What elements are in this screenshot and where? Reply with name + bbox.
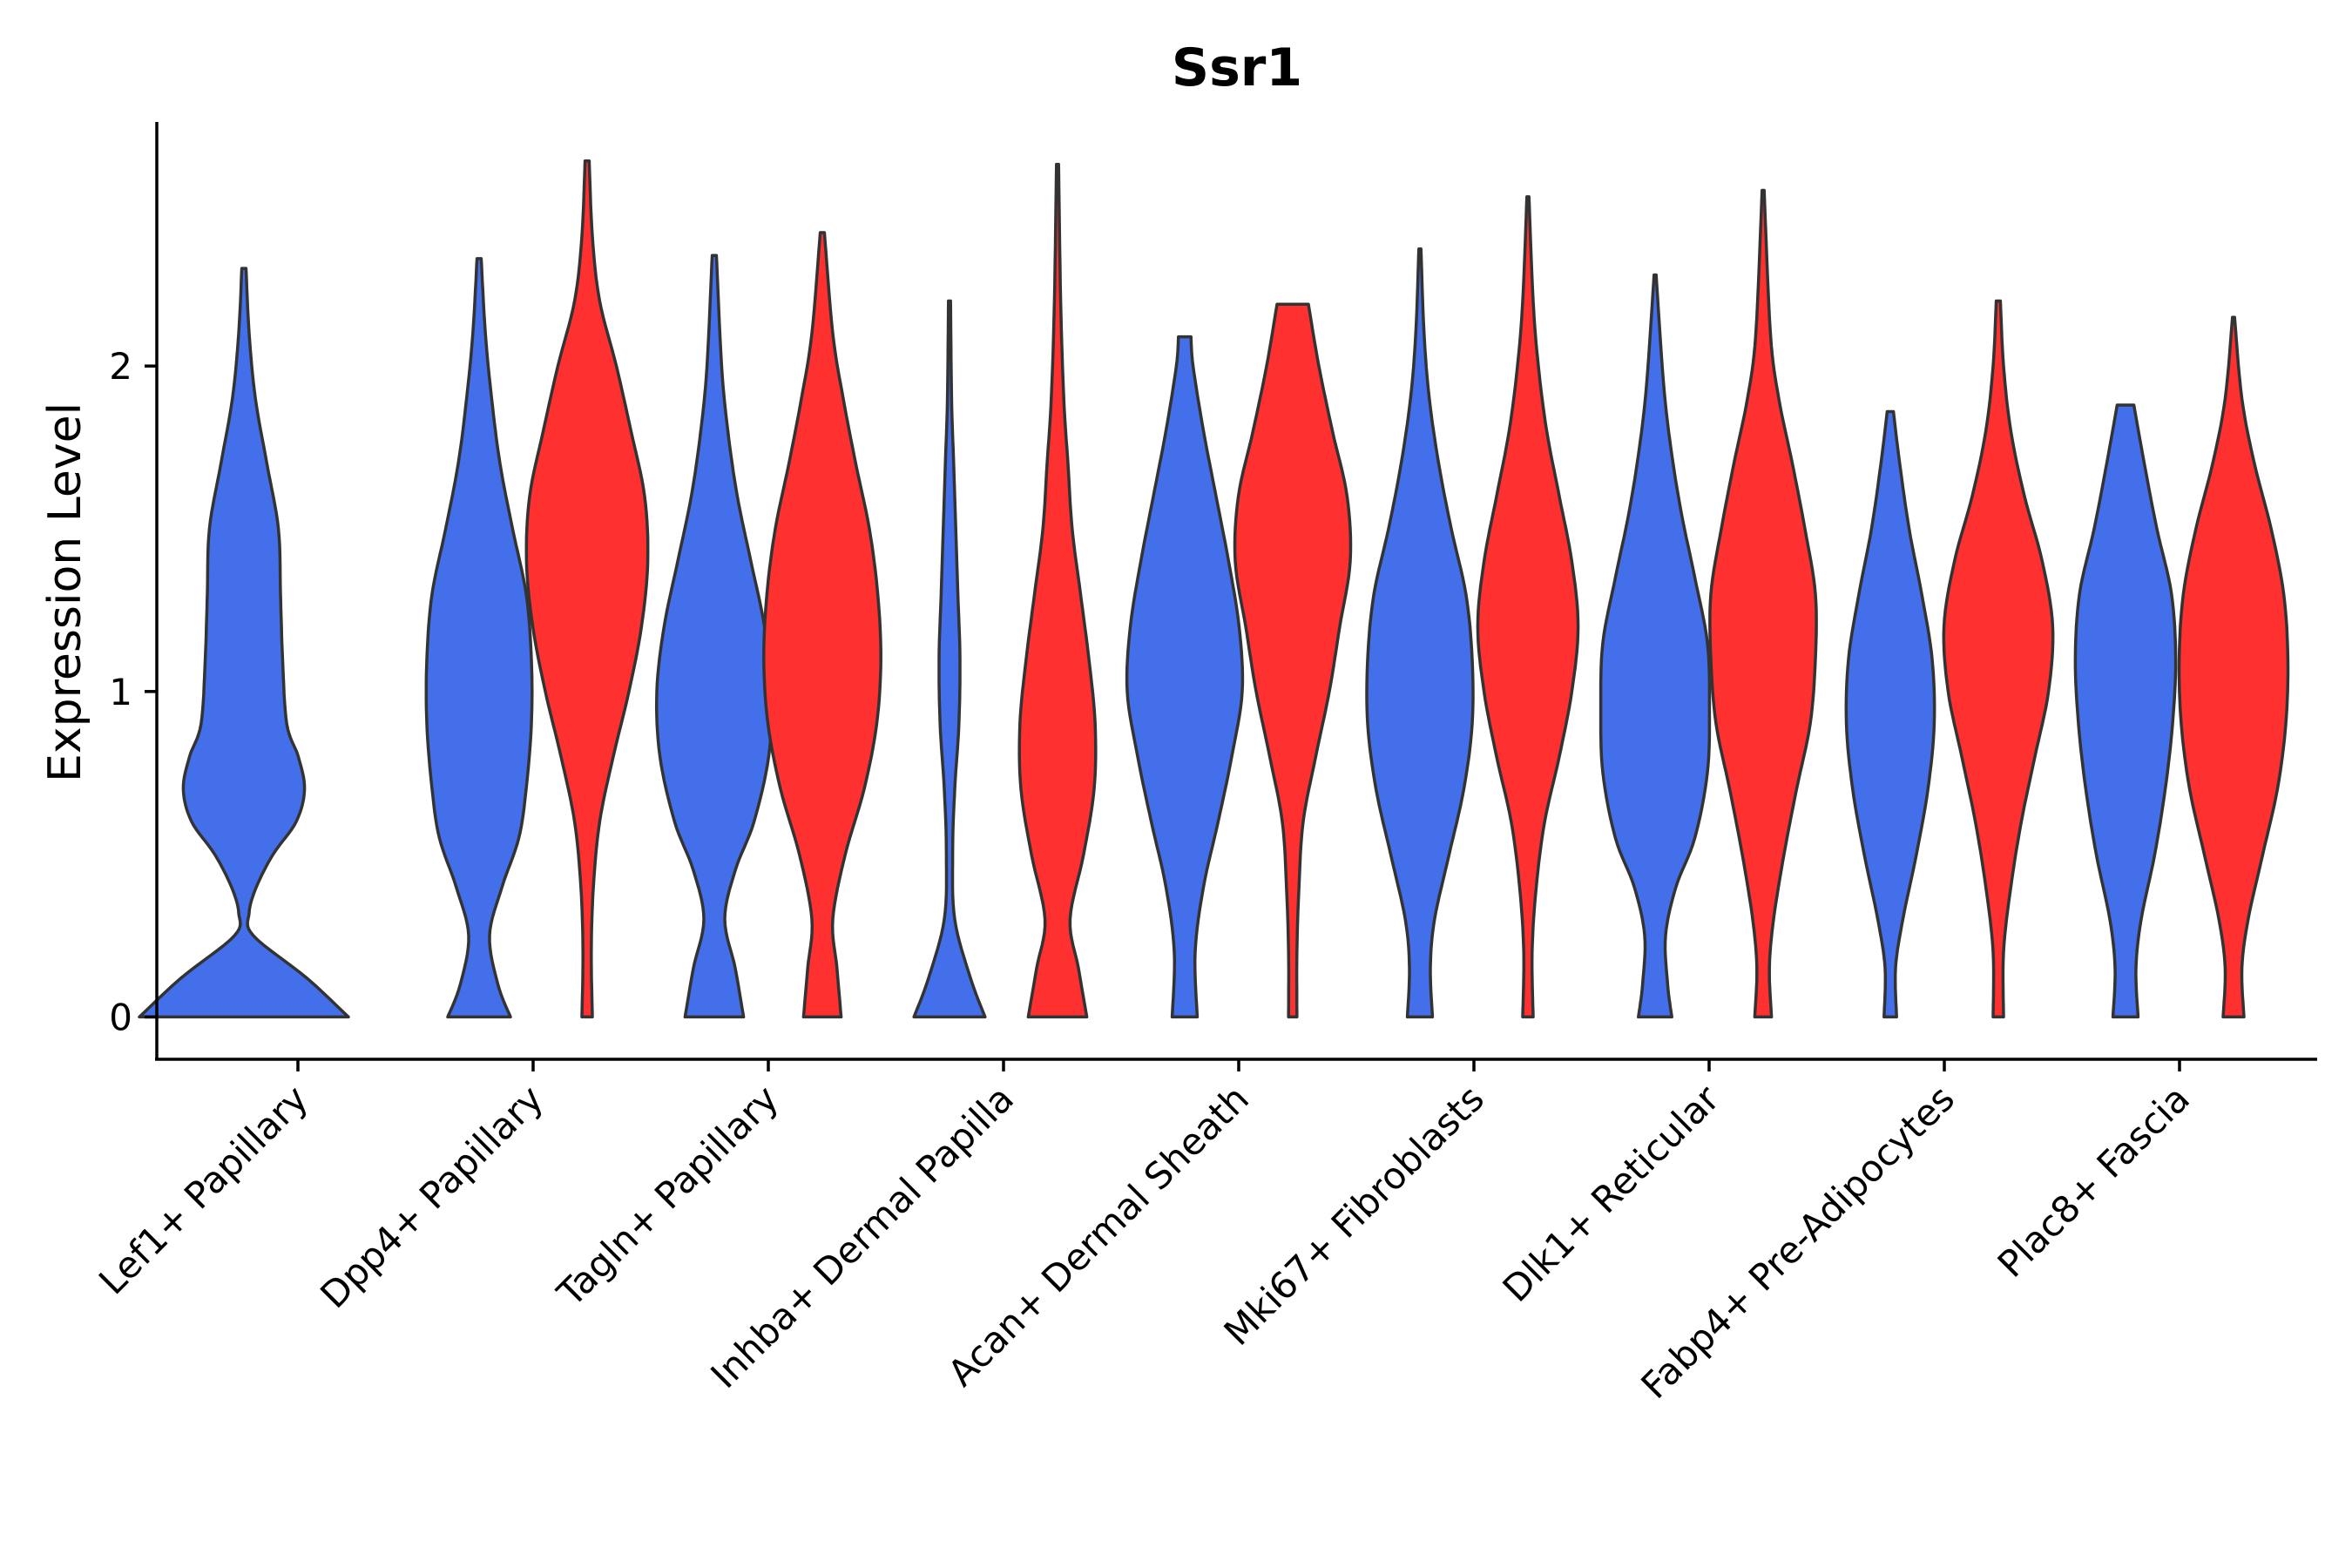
violins-layer <box>138 159 2290 1019</box>
x-tick-label: Dlk1+ Reticular <box>1495 1077 1728 1310</box>
x-tick-label: Mki67+ Fibroblasts <box>1216 1077 1492 1353</box>
y-axis-label: Expression Level <box>39 402 91 782</box>
violin-blue-cat8 <box>2073 403 2178 1019</box>
violin-blue-cat5 <box>1365 247 1475 1019</box>
violin-blue-cat7 <box>1844 409 1936 1019</box>
violin-red-cat5 <box>1476 195 1580 1019</box>
violin-red-cat2 <box>762 231 882 1019</box>
x-tick-label: Lef1+ Papillary <box>91 1077 316 1302</box>
y-tick-label: 0 <box>109 996 132 1038</box>
x-tick-label: Plac8+ Fascia <box>1990 1077 2198 1285</box>
chart-title: Ssr1 <box>1172 37 1302 98</box>
violin-blue-cat2 <box>654 253 774 1019</box>
violin-blue-cat1 <box>424 257 534 1019</box>
violin-red-cat4 <box>1233 302 1353 1019</box>
y-tick-label: 1 <box>109 671 132 713</box>
y-tick-label: 2 <box>109 345 132 388</box>
violin-red-cat1 <box>524 159 650 1019</box>
x-tick-label: Dpp4+ Papillary <box>312 1077 551 1316</box>
violin-red-cat7 <box>1942 299 2055 1019</box>
violin-red-cat6 <box>1708 188 1818 1019</box>
violin-blue-cat4 <box>1125 335 1245 1019</box>
violin-blue-cat0 <box>138 267 350 1019</box>
x-tick-label: Tagln+ Papillary <box>549 1077 787 1315</box>
violin-blue-cat3 <box>912 299 987 1019</box>
violin-blue-cat6 <box>1598 273 1712 1019</box>
violin-red-cat3 <box>1017 162 1098 1019</box>
y-ticks: 0 1 2 <box>109 345 157 1038</box>
violin-red-cat8 <box>2177 315 2290 1019</box>
